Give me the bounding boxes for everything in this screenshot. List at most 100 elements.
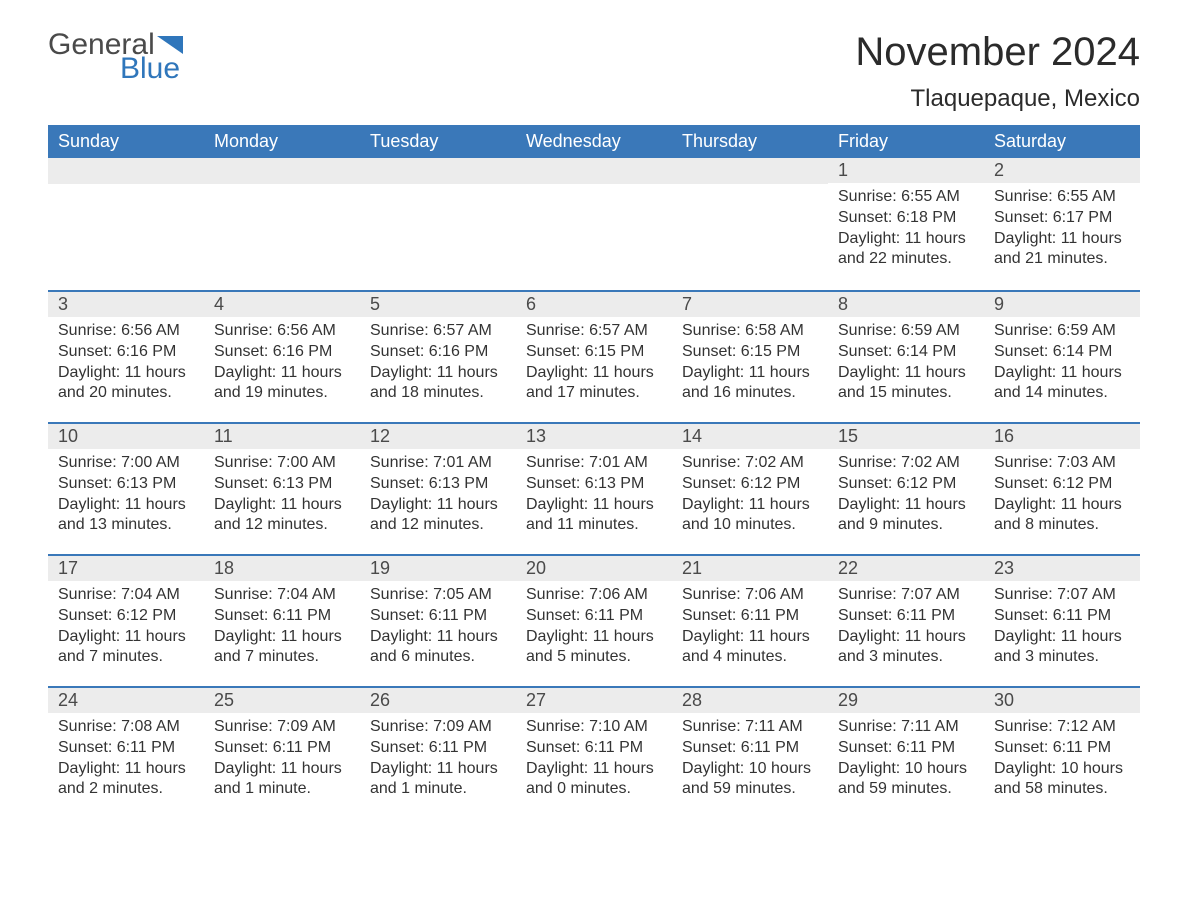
- daylight-text: Daylight: 11 hours and 20 minutes.: [58, 363, 194, 405]
- day-content: Sunrise: 7:00 AMSunset: 6:13 PMDaylight:…: [204, 449, 360, 546]
- day-content: Sunrise: 7:09 AMSunset: 6:11 PMDaylight:…: [360, 713, 516, 810]
- week-row: 3Sunrise: 6:56 AMSunset: 6:16 PMDaylight…: [48, 290, 1140, 422]
- sunrise-text: Sunrise: 7:01 AM: [370, 453, 506, 474]
- day-content: Sunrise: 6:55 AMSunset: 6:17 PMDaylight:…: [984, 183, 1140, 280]
- brand-logo: General Blue: [48, 30, 183, 84]
- daylight-text: Daylight: 11 hours and 7 minutes.: [58, 627, 194, 669]
- sunset-text: Sunset: 6:16 PM: [214, 342, 350, 363]
- sunset-text: Sunset: 6:15 PM: [526, 342, 662, 363]
- day-cell: 24Sunrise: 7:08 AMSunset: 6:11 PMDayligh…: [48, 688, 204, 818]
- day-cell: 16Sunrise: 7:03 AMSunset: 6:12 PMDayligh…: [984, 424, 1140, 554]
- sunset-text: Sunset: 6:12 PM: [682, 474, 818, 495]
- day-number: 1: [828, 158, 984, 183]
- sunrise-text: Sunrise: 7:00 AM: [58, 453, 194, 474]
- day-cell: 22Sunrise: 7:07 AMSunset: 6:11 PMDayligh…: [828, 556, 984, 686]
- sunset-text: Sunset: 6:11 PM: [838, 606, 974, 627]
- sunset-text: Sunset: 6:11 PM: [214, 738, 350, 759]
- daylight-text: Daylight: 11 hours and 17 minutes.: [526, 363, 662, 405]
- day-cell: 11Sunrise: 7:00 AMSunset: 6:13 PMDayligh…: [204, 424, 360, 554]
- day-content: Sunrise: 6:58 AMSunset: 6:15 PMDaylight:…: [672, 317, 828, 414]
- dow-sunday: Sunday: [48, 125, 204, 158]
- day-number: 2: [984, 158, 1140, 183]
- day-number: 4: [204, 292, 360, 317]
- day-number: 24: [48, 688, 204, 713]
- day-cell: 25Sunrise: 7:09 AMSunset: 6:11 PMDayligh…: [204, 688, 360, 818]
- day-content: Sunrise: 7:07 AMSunset: 6:11 PMDaylight:…: [984, 581, 1140, 678]
- day-content: Sunrise: 7:11 AMSunset: 6:11 PMDaylight:…: [672, 713, 828, 810]
- day-number: 22: [828, 556, 984, 581]
- sunset-text: Sunset: 6:11 PM: [526, 606, 662, 627]
- day-cell: 9Sunrise: 6:59 AMSunset: 6:14 PMDaylight…: [984, 292, 1140, 422]
- day-number: 14: [672, 424, 828, 449]
- sunset-text: Sunset: 6:13 PM: [58, 474, 194, 495]
- daylight-text: Daylight: 11 hours and 7 minutes.: [214, 627, 350, 669]
- sunrise-text: Sunrise: 7:04 AM: [58, 585, 194, 606]
- daylight-text: Daylight: 11 hours and 2 minutes.: [58, 759, 194, 801]
- day-content: Sunrise: 7:01 AMSunset: 6:13 PMDaylight:…: [516, 449, 672, 546]
- sunset-text: Sunset: 6:18 PM: [838, 208, 974, 229]
- sunset-text: Sunset: 6:16 PM: [370, 342, 506, 363]
- day-content: Sunrise: 7:07 AMSunset: 6:11 PMDaylight:…: [828, 581, 984, 678]
- daylight-text: Daylight: 10 hours and 58 minutes.: [994, 759, 1130, 801]
- day-content: Sunrise: 7:03 AMSunset: 6:12 PMDaylight:…: [984, 449, 1140, 546]
- day-cell: 23Sunrise: 7:07 AMSunset: 6:11 PMDayligh…: [984, 556, 1140, 686]
- day-content: Sunrise: 7:01 AMSunset: 6:13 PMDaylight:…: [360, 449, 516, 546]
- empty-day-bar: [516, 158, 672, 184]
- week-row: 24Sunrise: 7:08 AMSunset: 6:11 PMDayligh…: [48, 686, 1140, 818]
- daylight-text: Daylight: 11 hours and 13 minutes.: [58, 495, 194, 537]
- sunset-text: Sunset: 6:11 PM: [370, 606, 506, 627]
- daylight-text: Daylight: 11 hours and 10 minutes.: [682, 495, 818, 537]
- day-cell: 2Sunrise: 6:55 AMSunset: 6:17 PMDaylight…: [984, 158, 1140, 290]
- day-content: Sunrise: 6:56 AMSunset: 6:16 PMDaylight:…: [48, 317, 204, 414]
- day-cell: 15Sunrise: 7:02 AMSunset: 6:12 PMDayligh…: [828, 424, 984, 554]
- day-number: 5: [360, 292, 516, 317]
- daylight-text: Daylight: 11 hours and 9 minutes.: [838, 495, 974, 537]
- sunset-text: Sunset: 6:13 PM: [370, 474, 506, 495]
- day-number: 9: [984, 292, 1140, 317]
- week-row: 10Sunrise: 7:00 AMSunset: 6:13 PMDayligh…: [48, 422, 1140, 554]
- day-number: 26: [360, 688, 516, 713]
- sunrise-text: Sunrise: 7:03 AM: [994, 453, 1130, 474]
- day-number: 18: [204, 556, 360, 581]
- sunrise-text: Sunrise: 7:11 AM: [682, 717, 818, 738]
- day-cell: 26Sunrise: 7:09 AMSunset: 6:11 PMDayligh…: [360, 688, 516, 818]
- day-number: 8: [828, 292, 984, 317]
- daylight-text: Daylight: 11 hours and 15 minutes.: [838, 363, 974, 405]
- daylight-text: Daylight: 11 hours and 16 minutes.: [682, 363, 818, 405]
- daylight-text: Daylight: 11 hours and 21 minutes.: [994, 229, 1130, 271]
- sunset-text: Sunset: 6:11 PM: [58, 738, 194, 759]
- day-number: 29: [828, 688, 984, 713]
- sunrise-text: Sunrise: 7:07 AM: [838, 585, 974, 606]
- day-content: Sunrise: 7:05 AMSunset: 6:11 PMDaylight:…: [360, 581, 516, 678]
- day-content: Sunrise: 6:56 AMSunset: 6:16 PMDaylight:…: [204, 317, 360, 414]
- day-number: 28: [672, 688, 828, 713]
- sunset-text: Sunset: 6:15 PM: [682, 342, 818, 363]
- week-row: 1Sunrise: 6:55 AMSunset: 6:18 PMDaylight…: [48, 158, 1140, 290]
- day-cell: [48, 158, 204, 290]
- day-cell: [360, 158, 516, 290]
- sunrise-text: Sunrise: 7:06 AM: [526, 585, 662, 606]
- sunset-text: Sunset: 6:16 PM: [58, 342, 194, 363]
- title-block: November 2024 Tlaquepaque, Mexico: [855, 30, 1140, 113]
- calendar: Sunday Monday Tuesday Wednesday Thursday…: [48, 125, 1140, 818]
- day-content: Sunrise: 6:55 AMSunset: 6:18 PMDaylight:…: [828, 183, 984, 280]
- day-content: Sunrise: 7:09 AMSunset: 6:11 PMDaylight:…: [204, 713, 360, 810]
- sunrise-text: Sunrise: 7:02 AM: [682, 453, 818, 474]
- sunset-text: Sunset: 6:11 PM: [838, 738, 974, 759]
- empty-day-bar: [48, 158, 204, 184]
- day-content: Sunrise: 6:59 AMSunset: 6:14 PMDaylight:…: [984, 317, 1140, 414]
- sunrise-text: Sunrise: 7:11 AM: [838, 717, 974, 738]
- sunrise-text: Sunrise: 7:12 AM: [994, 717, 1130, 738]
- day-cell: 3Sunrise: 6:56 AMSunset: 6:16 PMDaylight…: [48, 292, 204, 422]
- sunrise-text: Sunrise: 6:55 AM: [994, 187, 1130, 208]
- day-content: Sunrise: 7:08 AMSunset: 6:11 PMDaylight:…: [48, 713, 204, 810]
- day-content: Sunrise: 7:02 AMSunset: 6:12 PMDaylight:…: [828, 449, 984, 546]
- empty-day-bar: [204, 158, 360, 184]
- day-cell: 29Sunrise: 7:11 AMSunset: 6:11 PMDayligh…: [828, 688, 984, 818]
- sunset-text: Sunset: 6:12 PM: [838, 474, 974, 495]
- sunset-text: Sunset: 6:13 PM: [214, 474, 350, 495]
- day-of-week-header: Sunday Monday Tuesday Wednesday Thursday…: [48, 125, 1140, 158]
- day-cell: 7Sunrise: 6:58 AMSunset: 6:15 PMDaylight…: [672, 292, 828, 422]
- dow-monday: Monday: [204, 125, 360, 158]
- location-label: Tlaquepaque, Mexico: [855, 85, 1140, 113]
